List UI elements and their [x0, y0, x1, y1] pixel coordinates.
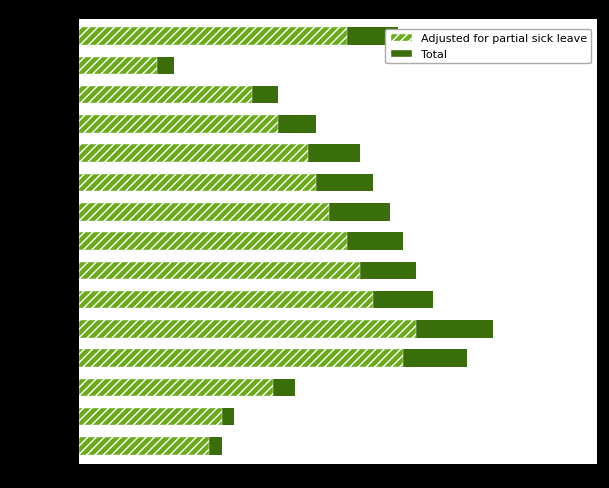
- Bar: [79, 145, 359, 163]
- Bar: [79, 321, 493, 338]
- Bar: [79, 28, 398, 46]
- Bar: [79, 174, 373, 192]
- Bar: [79, 408, 222, 426]
- Bar: [79, 379, 295, 396]
- Bar: [79, 350, 468, 367]
- Bar: [79, 203, 390, 221]
- Bar: [79, 321, 415, 338]
- Bar: [79, 28, 347, 46]
- Bar: [79, 87, 252, 104]
- Bar: [79, 58, 157, 75]
- Bar: [79, 116, 278, 133]
- Bar: [79, 174, 317, 192]
- Legend: Adjusted for partial sick leave, Total: Adjusted for partial sick leave, Total: [385, 29, 591, 64]
- Bar: [79, 203, 329, 221]
- Bar: [79, 116, 317, 133]
- Bar: [79, 262, 359, 280]
- Bar: [79, 233, 347, 250]
- Bar: [79, 379, 273, 396]
- Bar: [79, 437, 222, 455]
- Bar: [79, 262, 415, 280]
- Bar: [79, 291, 373, 309]
- Bar: [79, 233, 403, 250]
- Bar: [79, 437, 208, 455]
- Bar: [79, 350, 403, 367]
- Bar: [79, 145, 308, 163]
- Bar: [79, 291, 433, 309]
- Bar: [79, 58, 174, 75]
- Bar: [79, 408, 234, 426]
- Bar: [79, 87, 278, 104]
